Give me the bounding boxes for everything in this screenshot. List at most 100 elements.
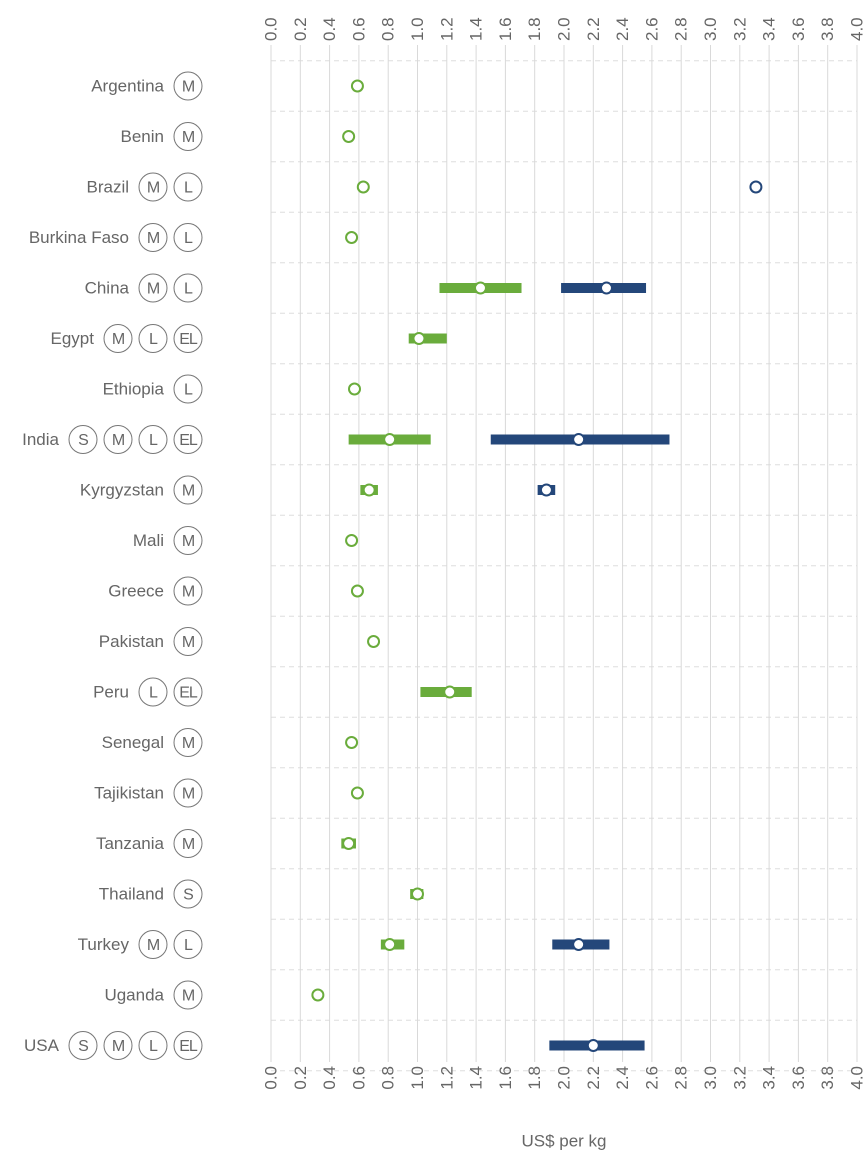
x-tick-label-top: 0.0 (262, 17, 281, 41)
point (539, 483, 553, 497)
badge-label: M (182, 79, 195, 96)
x-tick-label-top: 3.8 (818, 17, 837, 41)
x-tick-label-bottom: 0.0 (262, 1066, 281, 1090)
range-bar (408, 333, 447, 344)
badge-label: M (182, 786, 195, 803)
point (350, 79, 364, 93)
x-tick-label-top: 0.4 (320, 17, 339, 41)
category-label: Argentina (91, 77, 164, 96)
badge-label: L (184, 180, 193, 197)
category-label: China (85, 279, 130, 298)
x-tick-label-top: 2.8 (672, 17, 691, 41)
badge-label: M (182, 735, 195, 752)
badge-label: EL (179, 432, 198, 449)
point (348, 382, 362, 396)
category-label: Pakistan (99, 632, 164, 651)
point (383, 938, 397, 951)
category-label: Mali (133, 531, 164, 550)
x-tick-label-bottom: 3.6 (789, 1066, 808, 1090)
badge-label: M (147, 937, 160, 954)
point (412, 332, 426, 345)
point (443, 685, 457, 699)
badge (173, 425, 203, 454)
point (350, 786, 364, 800)
x-tick-label-bottom: 3.2 (730, 1066, 749, 1090)
badge-label: M (112, 331, 125, 348)
badge-label: L (184, 230, 193, 247)
x-tick-label-top: 3.6 (789, 17, 808, 41)
badge (173, 829, 203, 858)
category-label: Burkina Faso (29, 228, 129, 247)
badge (173, 879, 203, 909)
x-tick-label-top: 0.6 (349, 17, 368, 41)
category-label: Tajikistan (94, 784, 164, 803)
x-tick-label-bottom: 2.2 (584, 1066, 603, 1090)
x-tick-label-top: 0.8 (379, 17, 398, 41)
badge (173, 980, 203, 1010)
category-label: USA (24, 1036, 60, 1055)
badge-label: M (147, 281, 160, 298)
x-tick-label-bottom: 1.0 (408, 1066, 427, 1090)
x-tick-label-top: 1.0 (408, 17, 427, 41)
badge-label: L (184, 937, 193, 954)
x-tick-label-top: 1.6 (496, 17, 515, 41)
badge (68, 425, 98, 454)
badge (173, 223, 203, 252)
badge-label: M (112, 1038, 125, 1055)
point (345, 231, 359, 244)
badge-label: M (182, 483, 195, 500)
x-tick-label-bottom: 2.0 (555, 1066, 574, 1090)
x-tick-label-top: 2.0 (555, 17, 574, 41)
category-label: Peru (93, 683, 129, 702)
category-label: India (22, 430, 59, 449)
badge (173, 677, 203, 707)
point (350, 584, 364, 598)
badge-label: M (182, 584, 195, 601)
badge-label: S (183, 887, 193, 904)
badge-label: M (182, 836, 195, 853)
badge-label: L (149, 331, 158, 348)
badge (173, 1031, 203, 1060)
x-tick-label-top: 3.0 (701, 17, 720, 41)
x-tick-label-bottom: 3.8 (818, 1066, 837, 1090)
category-label: Kyrgyzstan (80, 481, 164, 500)
point (749, 180, 763, 194)
badge-label: M (182, 634, 195, 651)
badge (173, 324, 203, 353)
badge-label: M (147, 180, 160, 197)
badge (173, 122, 203, 151)
point (586, 1039, 600, 1052)
x-axis-label: US$ per kg (521, 1132, 606, 1151)
point (345, 534, 359, 547)
point (362, 483, 376, 497)
badge (173, 172, 203, 202)
x-tick-label-bottom: 2.8 (672, 1066, 691, 1090)
category-label: Ethiopia (103, 380, 165, 399)
x-tick-label-top: 4.0 (848, 17, 867, 41)
point (311, 988, 325, 1002)
x-tick-label-bottom: 0.2 (291, 1066, 310, 1090)
badge-label: M (112, 432, 125, 449)
category-label: Tanzania (96, 834, 165, 853)
badge-label: M (182, 129, 195, 146)
badge (173, 728, 203, 757)
x-tick-label-top: 1.2 (437, 17, 456, 41)
x-tick-label-top: 2.6 (642, 17, 661, 41)
badge (138, 677, 168, 707)
badge-label: L (184, 382, 193, 399)
point (367, 635, 381, 648)
category-label: Turkey (78, 935, 130, 954)
x-tick-label-bottom: 0.6 (349, 1066, 368, 1090)
badge-label: EL (179, 1038, 198, 1055)
point (572, 938, 586, 951)
badge (138, 172, 168, 202)
badge-label: M (182, 988, 195, 1005)
badge-label: L (184, 281, 193, 298)
badge-label: S (78, 1038, 88, 1055)
x-tick-label-bottom: 0.8 (379, 1066, 398, 1090)
x-tick-label-bottom: 1.6 (496, 1066, 515, 1090)
badge (173, 273, 203, 303)
category-label: Egypt (51, 329, 95, 348)
